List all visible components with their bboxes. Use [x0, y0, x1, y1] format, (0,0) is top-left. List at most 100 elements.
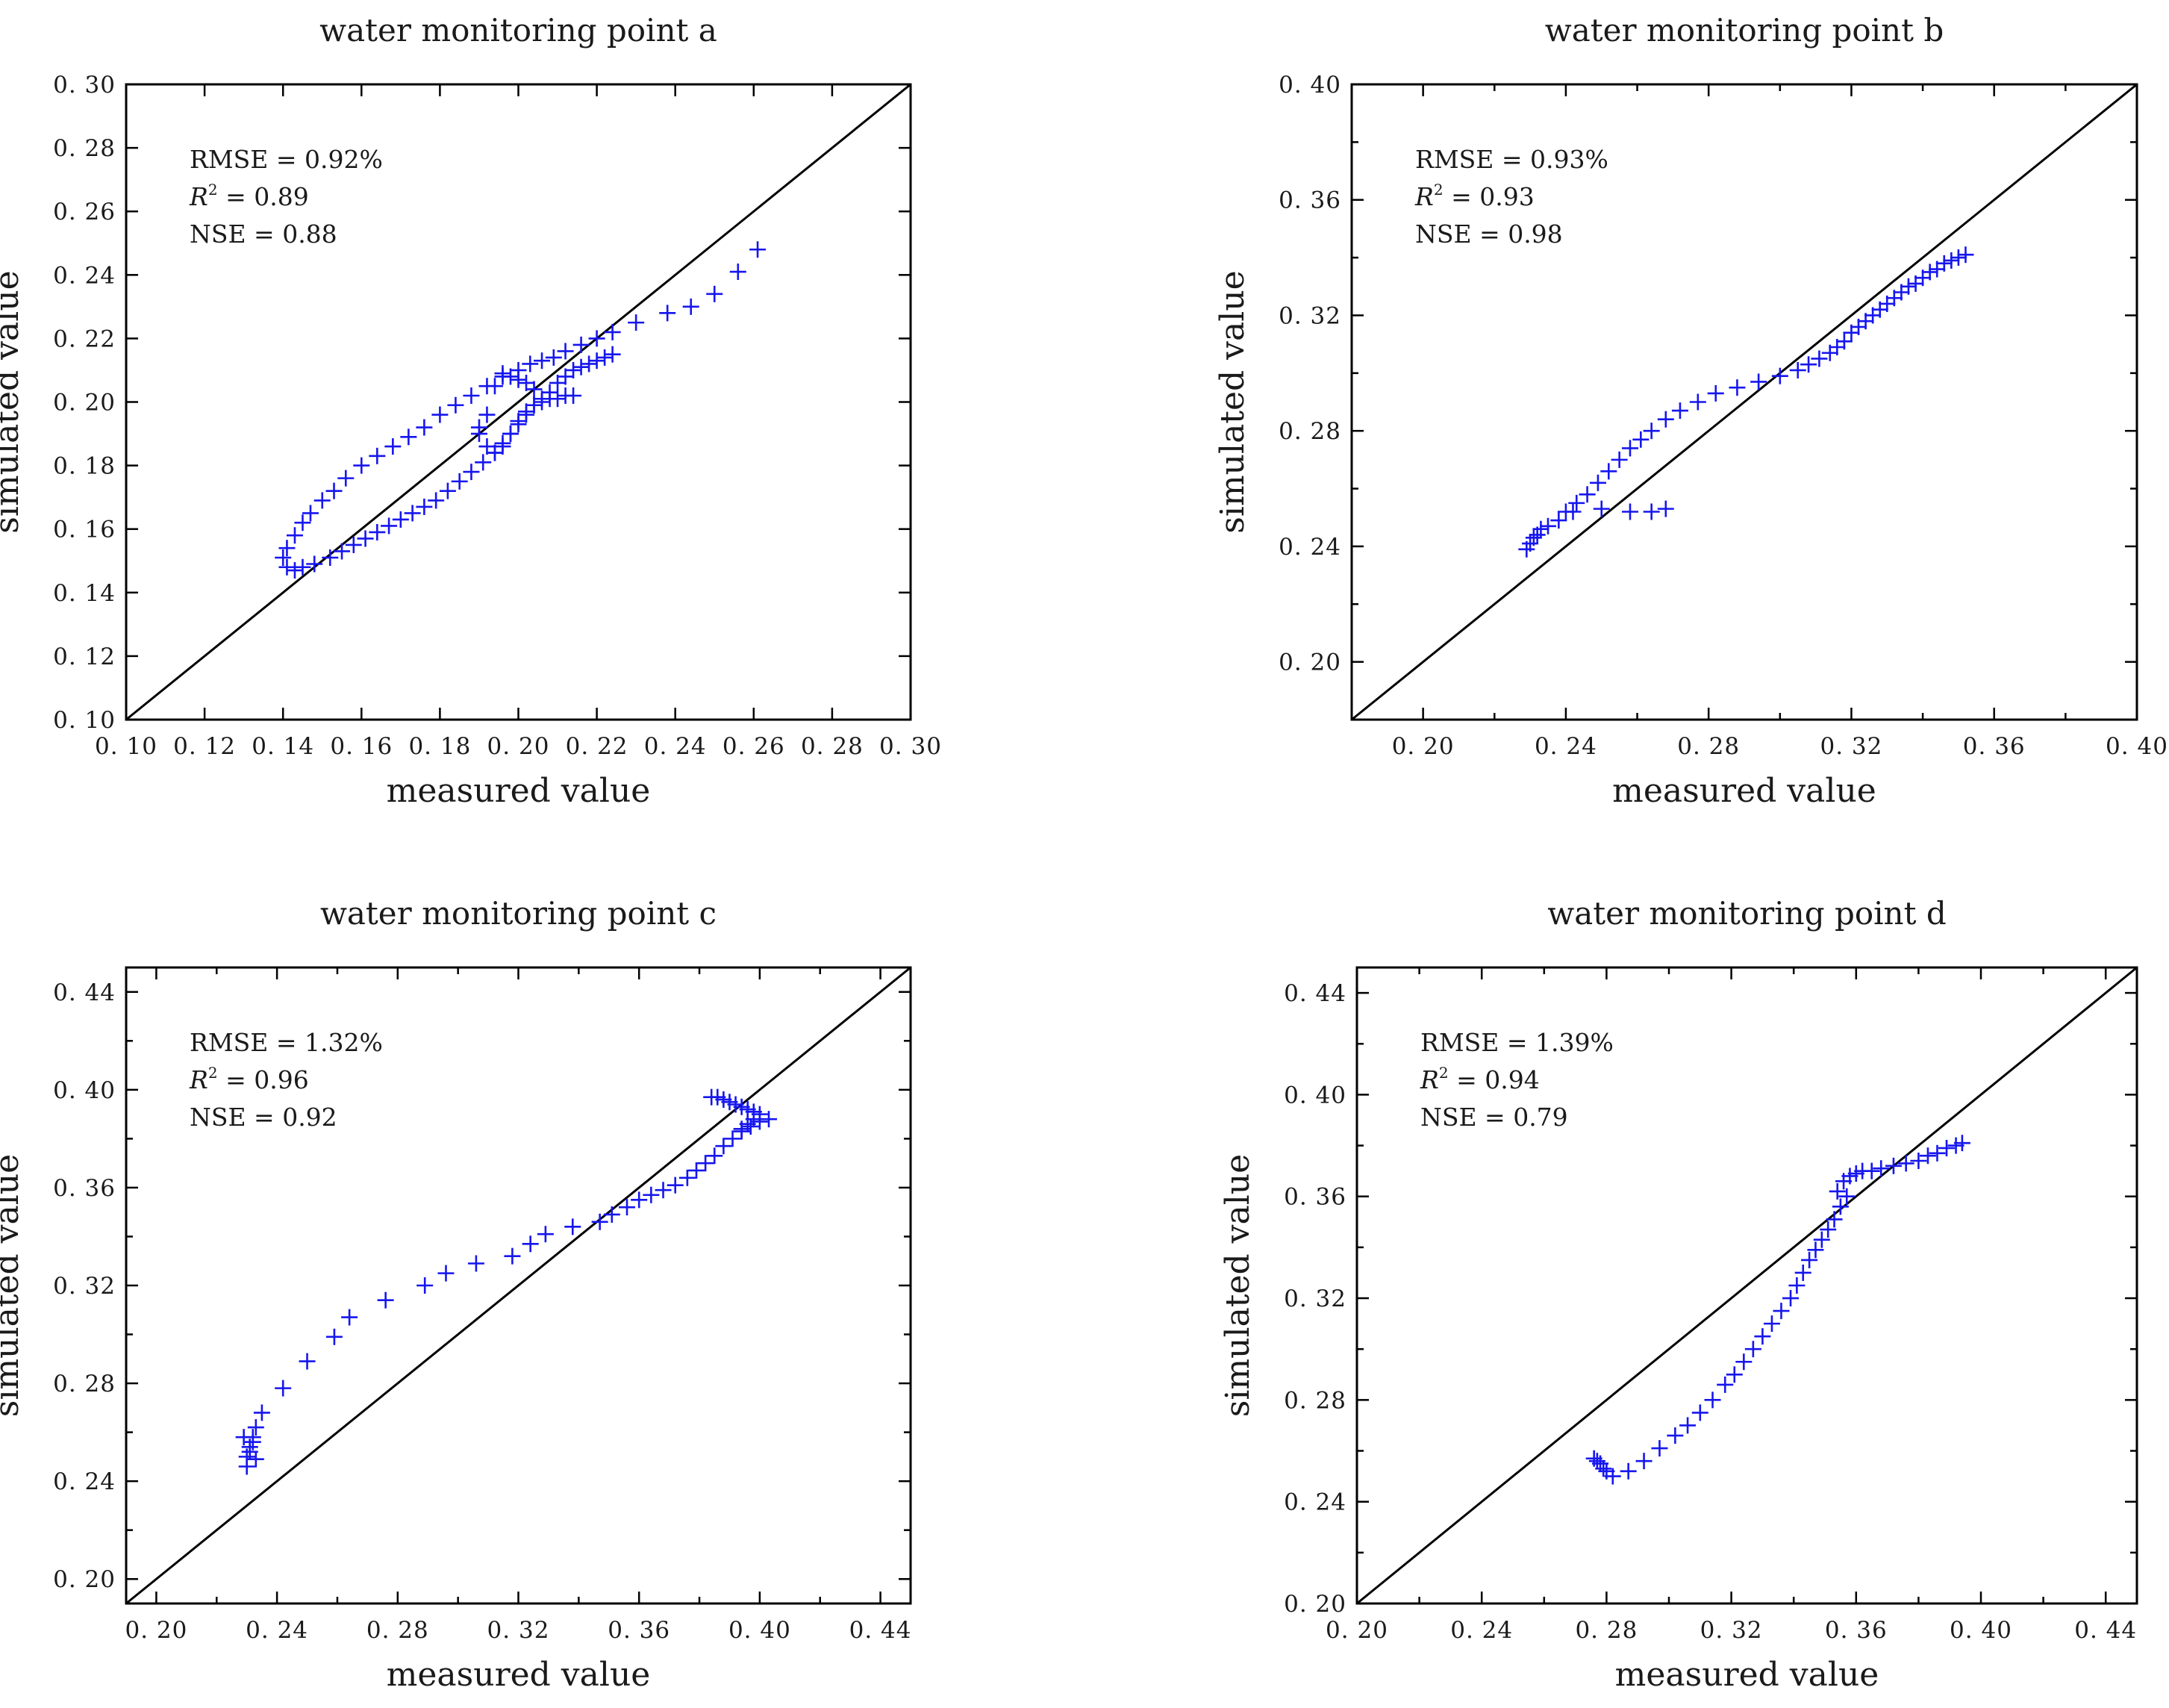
data-point [1938, 1139, 1956, 1156]
data-point [510, 413, 527, 430]
data-point [742, 1118, 759, 1135]
data-point [1589, 474, 1606, 491]
data-point [334, 543, 351, 560]
y-tick-label: 0. 22 [53, 325, 116, 352]
data-point [494, 438, 511, 455]
y-tick-label: 0. 32 [53, 1273, 116, 1300]
data-point [1771, 367, 1788, 384]
data-point [678, 1169, 696, 1186]
data-point [275, 549, 292, 566]
data-point [1525, 529, 1542, 546]
data-point [286, 527, 303, 544]
x-tick-label: 0. 44 [2074, 1617, 2137, 1644]
data-point [294, 514, 311, 532]
data-point [463, 387, 480, 404]
data-point [1621, 440, 1638, 457]
r2-annotation: R2 = 0.93 [1414, 181, 1535, 211]
x-tick-label: 0. 24 [246, 1617, 308, 1644]
y-tick-label: 0. 32 [1284, 1285, 1346, 1312]
y-tick-label: 0. 40 [1279, 72, 1341, 99]
data-point [1657, 411, 1674, 428]
data-point [1643, 503, 1660, 520]
data-point [1826, 1211, 1843, 1228]
data-point [534, 352, 551, 370]
r2-annotation: R2 = 0.94 [1420, 1064, 1540, 1094]
y-tick-label: 0. 24 [1284, 1489, 1346, 1516]
y-tick-label: 0. 40 [53, 1077, 116, 1104]
data-point [294, 558, 311, 576]
data-point [275, 1380, 292, 1397]
data-point [549, 390, 567, 408]
y-tick-label: 0. 28 [53, 135, 116, 162]
data-point [1953, 1135, 1970, 1152]
data-point [733, 1121, 750, 1138]
panel-c: water monitoring point c 0. 20 0. 24 0. 28 0… [0, 895, 912, 1694]
data-point [1691, 1404, 1708, 1421]
data-point [439, 482, 456, 499]
r2-value: = 0.89 [218, 182, 309, 211]
data-point [416, 419, 433, 436]
data-point [502, 368, 519, 385]
data-point [1657, 500, 1674, 517]
r2-symbol: R [1414, 182, 1434, 211]
data-point [357, 530, 374, 547]
y-tick-label: 0. 28 [53, 1371, 116, 1397]
data-point [341, 1309, 358, 1326]
data-point [1704, 1391, 1721, 1409]
panel-d: water monitoring point d 0. 20 0. 24 0. 28 0… [1219, 895, 2138, 1694]
data-point [470, 419, 487, 436]
data-point [1832, 1198, 1849, 1215]
r2-symbol: R [189, 182, 208, 211]
y-tick-label: 0. 10 [53, 707, 116, 734]
x-tick-label: 0. 36 [608, 1617, 670, 1644]
data-point [1773, 1303, 1790, 1320]
data-point [369, 447, 386, 464]
y-tick-label: 0. 32 [1279, 302, 1341, 329]
y-tick-label: 0. 12 [53, 643, 116, 670]
x-axis-label: measured value [1615, 1656, 1879, 1694]
r2-value: = 0.96 [218, 1065, 309, 1094]
y-tick-label: 0. 44 [1284, 980, 1346, 1007]
r2-superscript: 2 [1434, 181, 1444, 199]
data-point [1811, 350, 1828, 367]
data-point [244, 1433, 261, 1450]
x-tick-label: 0. 28 [1677, 733, 1740, 760]
chart-title: water monitoring point a [319, 12, 717, 49]
y-tick-label: 0. 20 [53, 1566, 116, 1593]
data-point [478, 406, 496, 423]
rmse-annotation: RMSE = 1.39% [1420, 1028, 1614, 1057]
data-point [1943, 252, 1960, 269]
data-point [715, 1138, 732, 1155]
x-axis-label: measured value [387, 1656, 651, 1694]
data-point [1707, 384, 1724, 402]
data-point [475, 454, 492, 471]
data-point [1611, 451, 1628, 468]
y-tick-label: 0. 20 [1284, 1591, 1346, 1618]
rmse-annotation: RMSE = 0.92% [190, 145, 383, 174]
data-point [247, 1419, 264, 1436]
y-tick-label: 0. 28 [1279, 418, 1341, 445]
data-point [1813, 1231, 1830, 1248]
x-axis-label: measured value [1612, 772, 1876, 810]
data-point [604, 346, 621, 363]
plot-frame [1350, 83, 2138, 721]
data-point [591, 1213, 608, 1230]
data-point [522, 1235, 539, 1253]
data-point [537, 1226, 554, 1243]
y-tick-label: 0. 24 [53, 1468, 116, 1495]
data-point [377, 1291, 394, 1309]
data-point [502, 426, 519, 443]
data-point [325, 482, 343, 499]
y-tick-label: 0. 40 [1284, 1082, 1346, 1109]
data-point [313, 492, 331, 509]
data-point [525, 396, 543, 414]
data-point [404, 505, 421, 522]
data-point [604, 323, 621, 340]
rmse-annotation: RMSE = 0.93% [1415, 145, 1608, 174]
data-point [504, 1247, 521, 1265]
data-point [724, 1130, 741, 1147]
data-point [655, 1182, 672, 1199]
data-point [253, 1404, 270, 1421]
reference-line-1to1 [125, 83, 911, 721]
